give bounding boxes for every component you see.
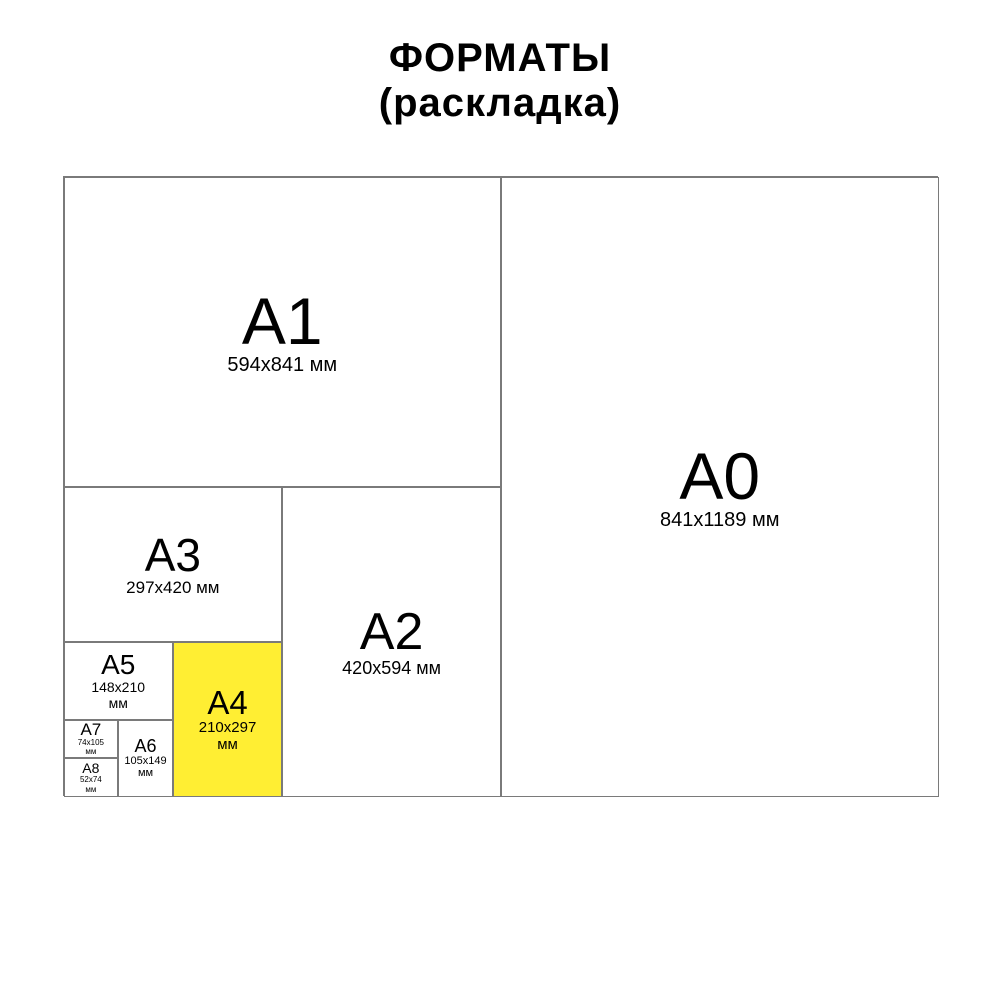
format-dimensions-a5: 148x210мм bbox=[91, 679, 145, 711]
format-name-a8: A8 bbox=[82, 761, 99, 775]
format-name-a0: A0 bbox=[679, 443, 760, 509]
format-box-a5: A5148x210мм bbox=[64, 642, 173, 720]
format-dimensions-a6: 105x149мм bbox=[124, 755, 166, 780]
format-name-a2: A2 bbox=[360, 606, 424, 658]
format-name-a3: A3 bbox=[145, 532, 201, 578]
format-dimensions-a2: 420x594 мм bbox=[342, 658, 441, 679]
format-name-a4: A4 bbox=[207, 686, 247, 719]
paper-formats-diagram: A0841x1189 ммA1594x841 ммA2420x594 ммA32… bbox=[63, 176, 938, 796]
header: ФОРМАТЫ (раскладка) bbox=[0, 0, 1000, 176]
format-name-a5: A5 bbox=[101, 651, 135, 679]
format-dimensions-a4: 210x297мм bbox=[199, 719, 257, 754]
format-dimensions-a1: 594x841 мм bbox=[227, 354, 337, 377]
page-title: ФОРМАТЫ bbox=[0, 36, 1000, 81]
page-subtitle: (раскладка) bbox=[0, 81, 1000, 126]
format-dimensions-a7: 74x105мм bbox=[78, 738, 104, 756]
format-box-a6: A6105x149мм bbox=[118, 720, 173, 798]
format-name-a7: A7 bbox=[80, 721, 101, 738]
format-dimensions-a8: 52x74мм bbox=[80, 775, 102, 793]
format-dimensions-a0: 841x1189 мм bbox=[660, 509, 779, 532]
format-box-a0: A0841x1189 мм bbox=[501, 177, 939, 797]
format-name-a6: A6 bbox=[135, 737, 157, 755]
format-box-a8: A852x74мм bbox=[64, 758, 119, 797]
format-box-a2: A2420x594 мм bbox=[282, 487, 501, 797]
format-box-a7: A774x105мм bbox=[64, 720, 119, 759]
format-name-a1: A1 bbox=[242, 288, 323, 354]
format-box-a4: A4210x297мм bbox=[173, 642, 282, 797]
format-box-a3: A3297x420 мм bbox=[64, 487, 283, 642]
format-box-a1: A1594x841 мм bbox=[64, 177, 502, 487]
format-dimensions-a3: 297x420 мм bbox=[126, 578, 219, 598]
